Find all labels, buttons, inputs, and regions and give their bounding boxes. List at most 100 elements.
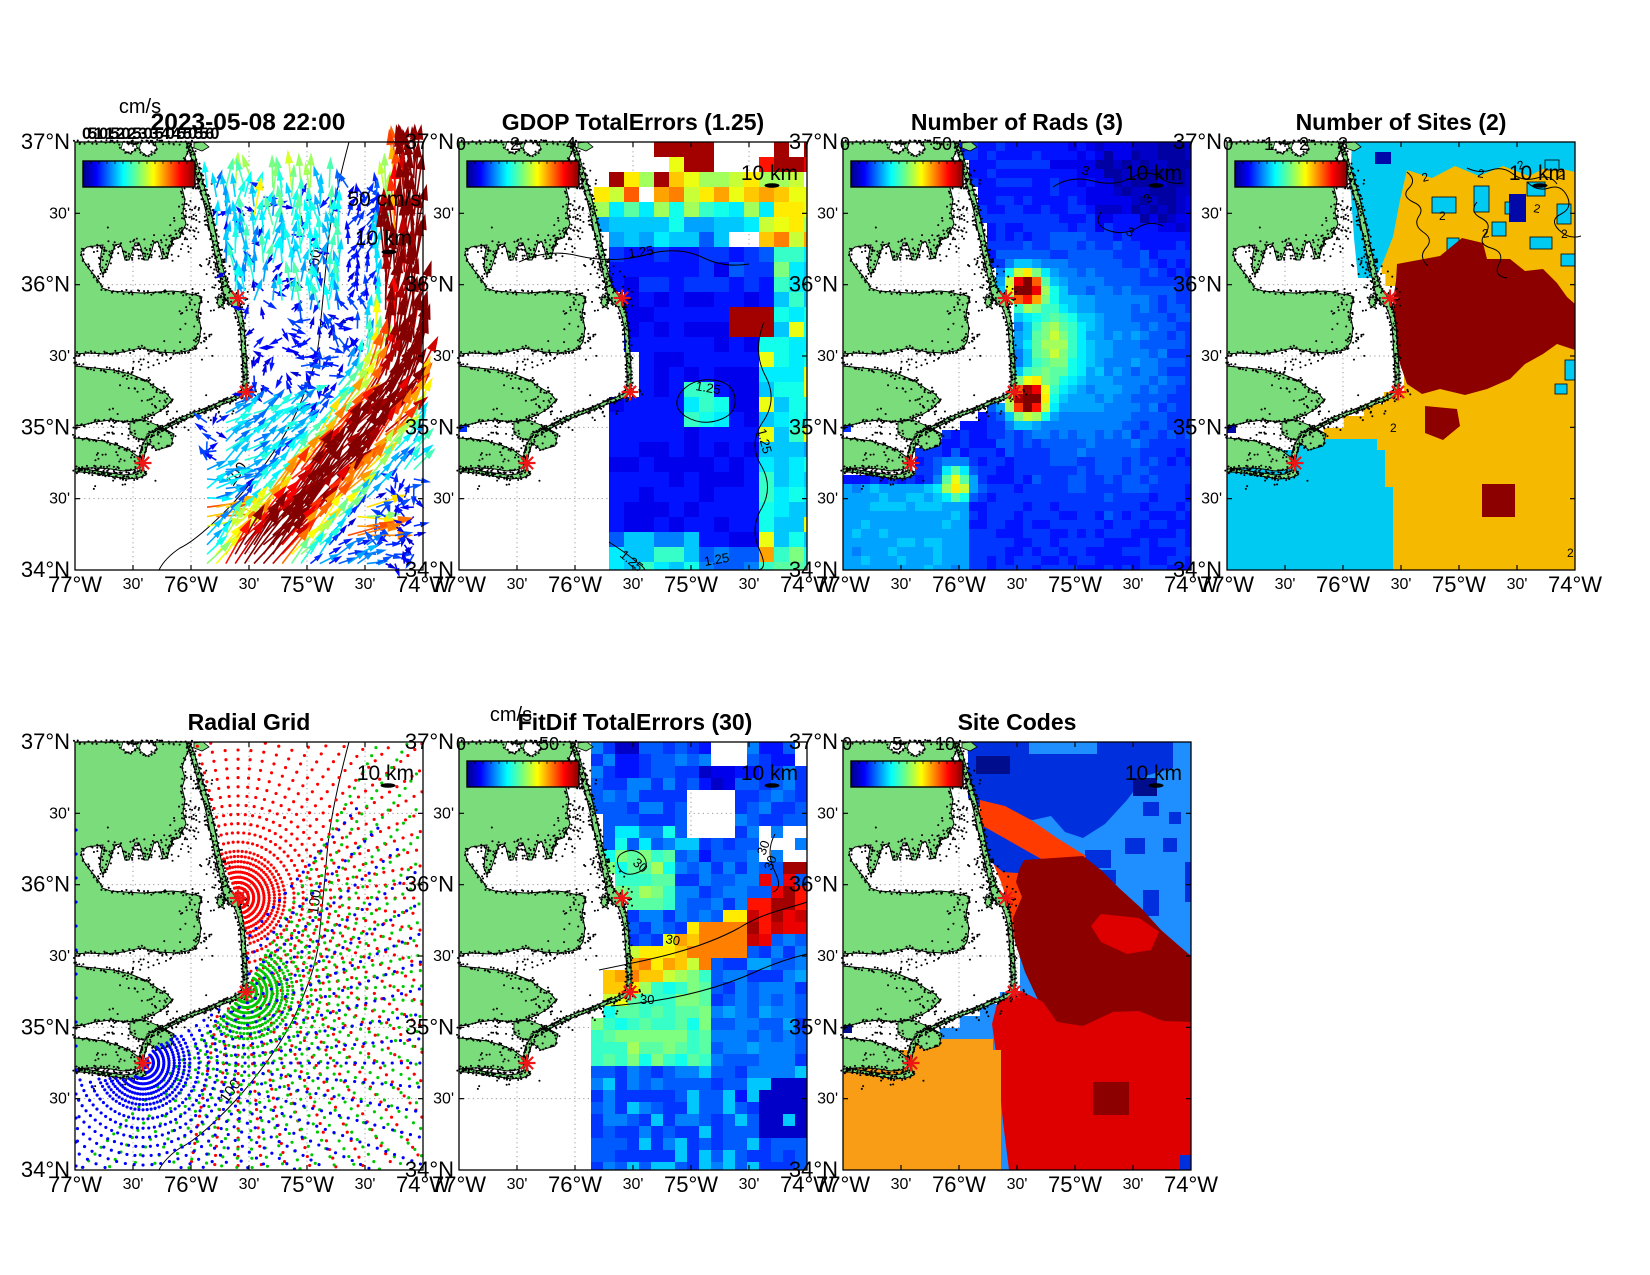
svg-text:77°W: 77°W [432, 1172, 486, 1197]
svg-text:30': 30' [1391, 576, 1412, 593]
svg-text:4: 4 [566, 134, 576, 154]
svg-text:35°N: 35°N [789, 1014, 838, 1039]
svg-text:35°N: 35°N [21, 1014, 70, 1039]
svg-text:1.25: 1.25 [694, 378, 722, 397]
svg-text:36°N: 36°N [405, 272, 454, 297]
svg-text:34°N: 34°N [789, 1157, 838, 1182]
svg-text:30': 30' [49, 948, 70, 965]
svg-text:30': 30' [891, 1176, 912, 1193]
svg-text:30': 30' [433, 805, 454, 822]
svg-text:1.25: 1.25 [703, 550, 731, 569]
svg-text:35°N: 35°N [1173, 414, 1222, 439]
svg-text:30': 30' [355, 1176, 376, 1193]
svg-text:Number of Rads (3): Number of Rads (3) [911, 109, 1123, 135]
svg-text:37°N: 37°N [405, 729, 454, 754]
svg-text:36°N: 36°N [21, 872, 70, 897]
svg-text:34°N: 34°N [405, 557, 454, 582]
svg-text:75°W: 75°W [280, 1172, 334, 1197]
svg-text:30': 30' [623, 576, 644, 593]
svg-text:30': 30' [1275, 576, 1296, 593]
svg-text:0: 0 [840, 134, 850, 154]
svg-text:0: 0 [1223, 134, 1233, 154]
svg-text:30': 30' [49, 205, 70, 222]
svg-text:50: 50 [932, 134, 952, 154]
svg-text:30': 30' [817, 205, 838, 222]
svg-text:GDOP TotalErrors (1.25): GDOP TotalErrors (1.25) [502, 109, 764, 135]
svg-text:10 km: 10 km [355, 227, 412, 250]
svg-text:30': 30' [433, 491, 454, 508]
svg-text:2: 2 [1439, 209, 1446, 223]
svg-text:1.25: 1.25 [627, 243, 654, 261]
svg-text:30': 30' [1007, 576, 1028, 593]
svg-text:2: 2 [510, 134, 520, 154]
svg-text:100: 100 [305, 889, 325, 916]
svg-text:74°W: 74°W [1164, 572, 1218, 597]
svg-text:30: 30 [640, 992, 654, 1007]
svg-text:74°W: 74°W [780, 572, 834, 597]
svg-text:30': 30' [433, 948, 454, 965]
svg-text:30': 30' [49, 491, 70, 508]
svg-text:2: 2 [1567, 546, 1574, 560]
svg-text:30': 30' [1201, 491, 1222, 508]
svg-text:2023-05-08 22:00: 2023-05-08 22:00 [151, 109, 346, 136]
svg-text:Number of Sites (2): Number of Sites (2) [1296, 109, 1507, 135]
svg-text:30': 30' [49, 348, 70, 365]
svg-text:Radial Grid: Radial Grid [188, 709, 311, 735]
svg-text:30': 30' [817, 805, 838, 822]
svg-text:35°N: 35°N [405, 1014, 454, 1039]
svg-text:2: 2 [1299, 134, 1309, 154]
svg-text:36°N: 36°N [405, 872, 454, 897]
svg-text:1: 1 [1264, 134, 1274, 154]
svg-text:77°W: 77°W [1200, 572, 1254, 597]
svg-text:30': 30' [239, 576, 260, 593]
svg-text:50: 50 [539, 734, 559, 754]
svg-text:3: 3 [1338, 134, 1348, 154]
svg-text:30': 30' [433, 205, 454, 222]
svg-text:37°N: 37°N [1173, 129, 1222, 154]
svg-text:37°N: 37°N [21, 129, 70, 154]
svg-text:30': 30' [891, 576, 912, 593]
svg-text:30: 30 [761, 853, 780, 872]
svg-text:74°W: 74°W [780, 1172, 834, 1197]
svg-text:34°N: 34°N [1173, 557, 1222, 582]
svg-text:76°W: 76°W [548, 1172, 602, 1197]
svg-text:3: 3 [1080, 162, 1091, 178]
svg-text:77°W: 77°W [432, 572, 486, 597]
svg-text:30': 30' [817, 948, 838, 965]
svg-text:30': 30' [1123, 1176, 1144, 1193]
svg-text:37°N: 37°N [789, 729, 838, 754]
svg-text:Site Codes: Site Codes [958, 709, 1077, 735]
svg-text:30': 30' [817, 1091, 838, 1108]
svg-text:76°W: 76°W [932, 1172, 986, 1197]
svg-text:36°N: 36°N [789, 272, 838, 297]
svg-text:77°W: 77°W [816, 572, 870, 597]
svg-text:30': 30' [1507, 576, 1528, 593]
svg-text:5: 5 [892, 734, 902, 754]
svg-text:30': 30' [507, 1176, 528, 1193]
svg-text:1.25: 1.25 [754, 427, 775, 455]
svg-text:30': 30' [739, 1176, 760, 1193]
svg-text:30': 30' [49, 1091, 70, 1108]
svg-text:36°N: 36°N [789, 872, 838, 897]
svg-text:30': 30' [239, 1176, 260, 1193]
svg-text:FitDif TotalErrors (30): FitDif TotalErrors (30) [518, 709, 753, 735]
svg-text:30': 30' [623, 1176, 644, 1193]
svg-text:30': 30' [49, 805, 70, 822]
svg-text:30': 30' [1201, 205, 1222, 222]
svg-text:30': 30' [1201, 348, 1222, 365]
svg-text:74°W: 74°W [396, 572, 450, 597]
svg-text:30': 30' [355, 576, 376, 593]
svg-text:2: 2 [1420, 170, 1430, 185]
svg-text:35°N: 35°N [21, 414, 70, 439]
svg-text:0: 0 [456, 134, 466, 154]
svg-text:75°W: 75°W [1432, 572, 1486, 597]
svg-text:76°W: 76°W [164, 1172, 218, 1197]
svg-text:cm/s: cm/s [490, 704, 532, 726]
svg-text:37°N: 37°N [405, 129, 454, 154]
svg-text:30': 30' [433, 1091, 454, 1108]
svg-text:30': 30' [123, 1176, 144, 1193]
svg-text:34°N: 34°N [21, 1157, 70, 1182]
svg-text:30: 30 [664, 931, 681, 948]
svg-text:35°N: 35°N [405, 414, 454, 439]
svg-text:75°W: 75°W [664, 1172, 718, 1197]
